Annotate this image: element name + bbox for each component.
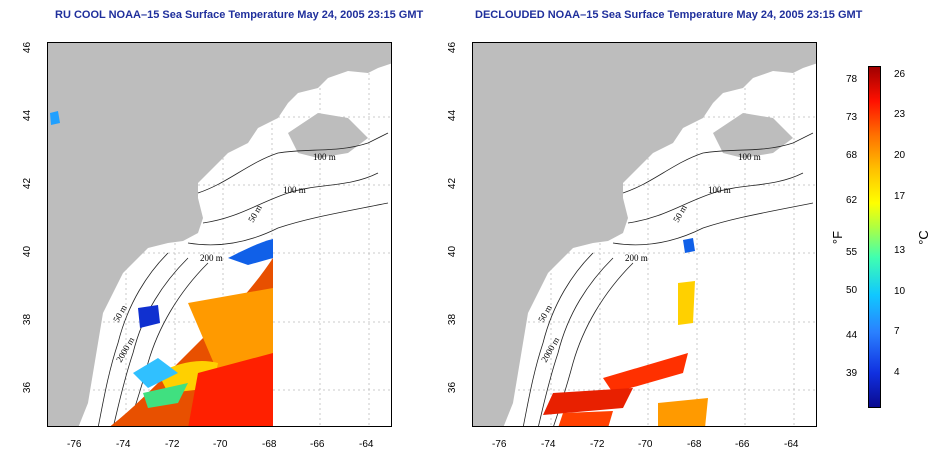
- y-tick-right: 38: [447, 313, 459, 326]
- x-tick: -70: [213, 439, 228, 450]
- contour-label-100m-a: 100 m: [313, 152, 336, 162]
- map-right-declouded-sst: 100 m 100 m 50 m 200 m 50 m 2000 m: [472, 42, 817, 427]
- colorbar-f-tick: 78: [846, 74, 858, 85]
- colorbar-f-tick: 62: [846, 195, 858, 206]
- x-tick: -66: [310, 439, 325, 450]
- colorbar-f-tick: 50: [846, 285, 858, 296]
- y-tick: 42: [22, 177, 34, 190]
- contour-label-2000m-right: 2000 m: [539, 335, 561, 364]
- contour-label-100m-b-right: 100 m: [708, 185, 731, 195]
- land-mass: [48, 43, 391, 426]
- contour-label-100m-b: 100 m: [283, 185, 306, 195]
- x-tick: -76: [67, 439, 82, 450]
- y-tick-right: 36: [447, 381, 459, 394]
- y-tick-right: 42: [447, 177, 459, 190]
- colorbar-c-tick: 4: [894, 367, 900, 378]
- colorbar-c-tick: 13: [894, 245, 906, 256]
- contour-label-50m-a-right: 50 m: [671, 203, 689, 224]
- y-tick: 36: [22, 381, 34, 394]
- x-tick-right: -66: [735, 439, 750, 450]
- sst-data-right: [543, 238, 708, 426]
- y-tick: 38: [22, 313, 34, 326]
- colorbar-f-tick: 44: [846, 330, 858, 341]
- panel-left-title: RU COOL NOAA–15 Sea Surface Temperature …: [55, 9, 424, 21]
- x-tick-right: -74: [541, 439, 556, 450]
- colorbar-unit-celsius: °C: [915, 230, 931, 245]
- colorbar-c-tick: 17: [894, 191, 906, 202]
- x-tick: -68: [262, 439, 277, 450]
- y-tick-right: 40: [447, 245, 459, 258]
- contour-label-200m: 200 m: [200, 253, 223, 263]
- contour-label-200m-right: 200 m: [625, 253, 648, 263]
- colorbar-f-tick: 55: [846, 247, 858, 258]
- colorbar-c-tick: 10: [894, 286, 906, 297]
- map-left-raw-sst: 100 m 100 m 50 m 200 m 50 m 2000 m: [47, 42, 392, 427]
- y-tick: 40: [22, 245, 34, 258]
- y-tick-right: 46: [447, 41, 459, 54]
- colorbar-c-tick: 7: [894, 326, 900, 337]
- y-tick: 44: [22, 109, 34, 122]
- panel-right-title: DECLOUDED NOAA–15 Sea Surface Temperatur…: [475, 9, 863, 21]
- colorbar-f-tick: 73: [846, 112, 858, 123]
- y-tick-right: 44: [447, 109, 459, 122]
- x-tick-right: -76: [492, 439, 507, 450]
- colorbar-c-tick: 26: [894, 69, 906, 80]
- x-tick-right: -64: [784, 439, 799, 450]
- contour-label-100m-a-right: 100 m: [738, 152, 761, 162]
- x-tick: -72: [165, 439, 180, 450]
- x-tick-right: -68: [687, 439, 702, 450]
- y-tick: 46: [22, 41, 34, 54]
- x-tick-right: -72: [590, 439, 605, 450]
- contour-label-2000m: 2000 m: [114, 335, 136, 364]
- colorbar: [868, 66, 881, 408]
- map-left-svg: 100 m 100 m 50 m 200 m 50 m 2000 m: [48, 43, 391, 426]
- contour-label-50m-a: 50 m: [246, 203, 264, 224]
- colorbar-f-tick: 39: [846, 368, 858, 379]
- colorbar-f-tick: 68: [846, 150, 858, 161]
- colorbar-unit-fahrenheit: °F: [830, 230, 846, 245]
- x-tick: -74: [116, 439, 131, 450]
- x-tick: -64: [359, 439, 374, 450]
- sst-data-left: [50, 111, 273, 426]
- colorbar-c-tick: 20: [894, 150, 906, 161]
- colorbar-c-tick: 23: [894, 109, 906, 120]
- map-right-svg: 100 m 100 m 50 m 200 m 50 m 2000 m: [473, 43, 816, 426]
- x-tick-right: -70: [638, 439, 653, 450]
